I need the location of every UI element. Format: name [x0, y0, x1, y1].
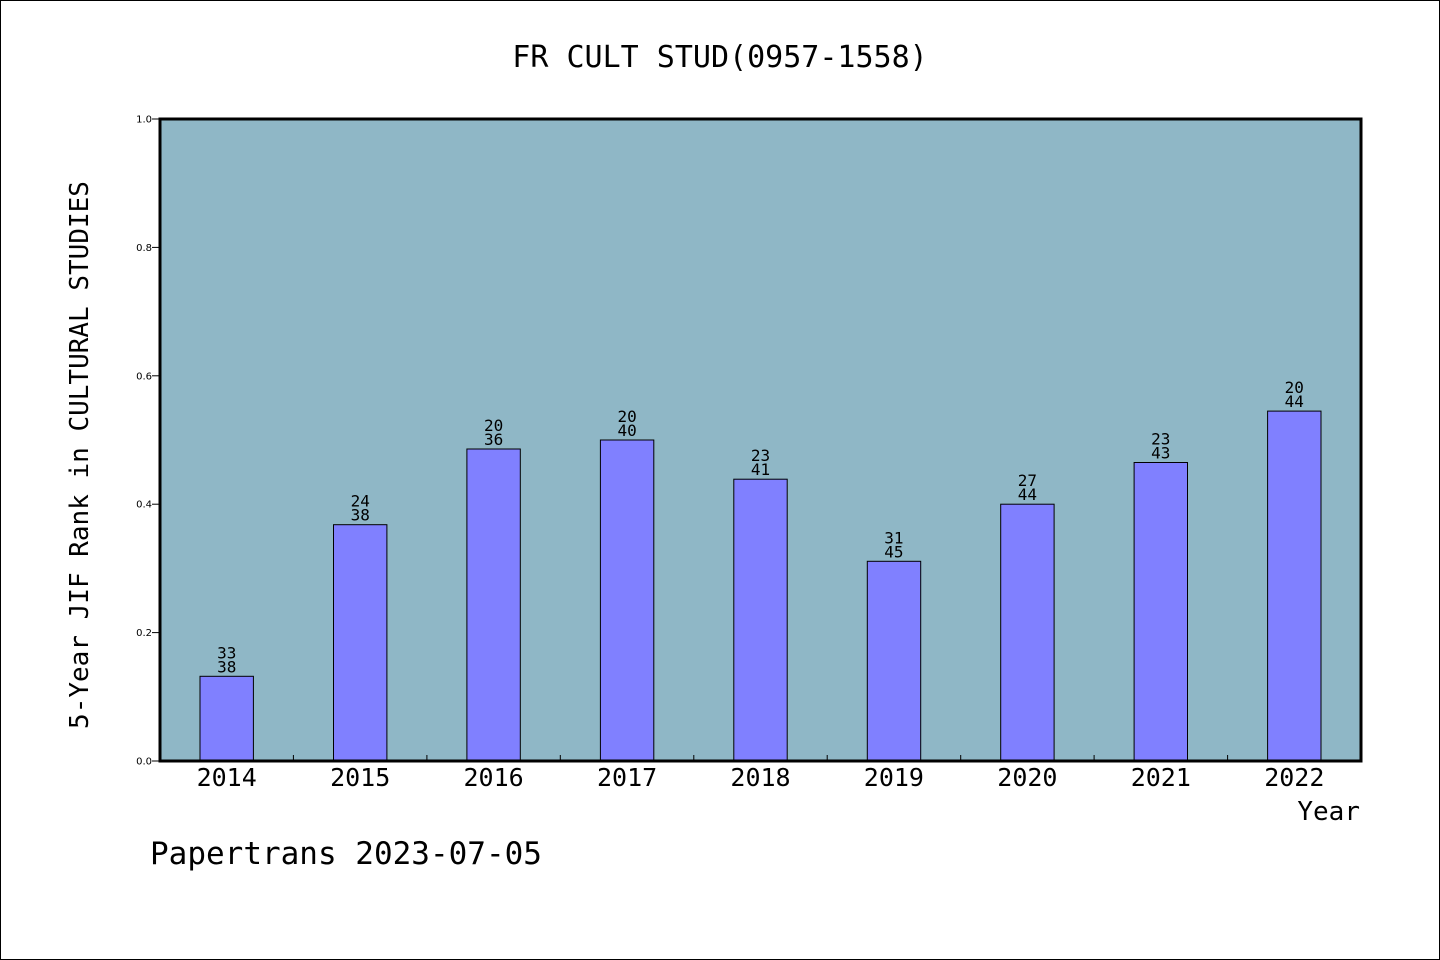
x-tick-label-2020: 2020	[997, 763, 1057, 792]
chart-title: FR CULT STUD(0957-1558)	[512, 40, 927, 75]
y-tick-label-0.2: 0.2	[136, 628, 152, 639]
bar-2022	[1267, 410, 1322, 762]
x-tick-label-2017: 2017	[597, 763, 657, 792]
y-tick-label-0.6: 0.6	[136, 371, 152, 382]
x-tick-label-2022: 2022	[1264, 763, 1324, 792]
bar-label-bottom-2017: 40	[617, 421, 636, 440]
bar-label-bottom-2020: 44	[1018, 485, 1037, 504]
bar-2015	[333, 524, 388, 762]
y-tick-label-0.0: 0.0	[136, 757, 152, 768]
x-axis-label: Year	[1297, 797, 1360, 827]
bar-2021	[1133, 462, 1188, 762]
plot-border	[158, 117, 1363, 763]
x-tick-label-2014: 2014	[197, 763, 257, 792]
bar-label-bottom-2015: 38	[351, 506, 370, 525]
bar-label-top-2014: 33	[217, 643, 236, 662]
bar-label-top-2020: 27	[1018, 471, 1037, 490]
x-tick-label-2015: 2015	[330, 763, 390, 792]
bar-2020	[1000, 503, 1055, 762]
x-tick-label-2019: 2019	[864, 763, 924, 792]
bar-2017	[599, 439, 655, 762]
bar-label-top-2017: 20	[617, 407, 636, 426]
y-ticks-group: 0.0 0.2 0.4 0.6 0.8 1.0	[136, 115, 160, 768]
bar-label-bottom-2018: 41	[751, 460, 770, 479]
x-ticks-group: 2014 2015 2016 2017 2018 2019 2020 2021 2022	[197, 755, 1324, 792]
bar-label-top-2022: 20	[1285, 378, 1304, 397]
bar-label-top-2021: 23	[1151, 430, 1170, 449]
bar-label-top-2015: 24	[351, 492, 370, 511]
x-tick-label-2018: 2018	[730, 763, 790, 792]
bar-label-top-2016: 20	[484, 416, 503, 435]
bar-2014	[199, 675, 254, 762]
y-tick-label-0.4: 0.4	[136, 500, 152, 511]
bars-group	[199, 410, 1322, 762]
x-tick-label-2021: 2021	[1131, 763, 1191, 792]
bar-2016	[466, 448, 521, 762]
x-tick-label-2016: 2016	[463, 763, 523, 792]
bar-label-bottom-2022: 44	[1285, 392, 1304, 411]
bar-label-bottom-2021: 43	[1151, 444, 1170, 463]
bar-2019	[866, 560, 922, 762]
bar-label-top-2018: 23	[751, 446, 770, 465]
y-axis-label: 5-Year JIF Rank in CULTURAL STUDIES	[65, 181, 95, 729]
bar-label-top-2019: 31	[884, 528, 903, 547]
y-tick-label-1.0: 1.0	[136, 115, 152, 126]
y-tick-label-0.8: 0.8	[136, 243, 152, 254]
bar-label-bottom-2016: 36	[484, 430, 503, 449]
footer-watermark: Papertrans 2023-07-05	[150, 836, 542, 872]
bar-2018	[733, 478, 788, 762]
bar-label-bottom-2019: 45	[884, 542, 903, 561]
bar-label-bottom-2014: 38	[217, 657, 236, 676]
